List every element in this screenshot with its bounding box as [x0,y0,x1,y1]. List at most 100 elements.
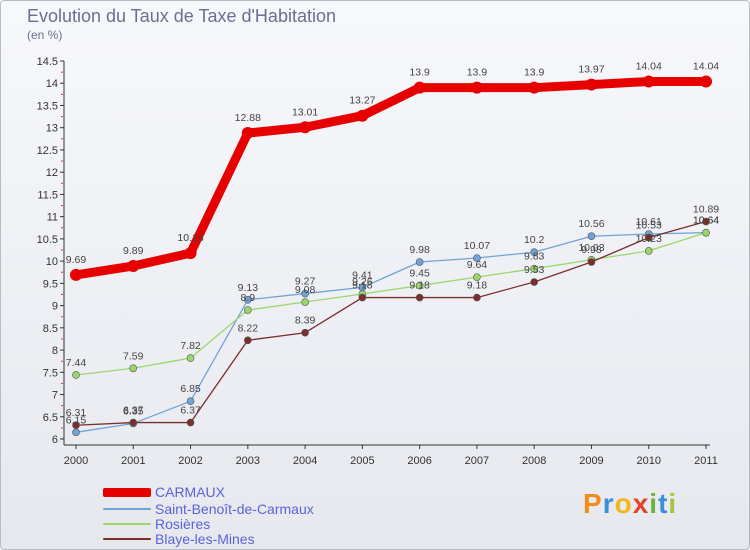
data-label: 10.03 [578,242,604,254]
data-label: 10.56 [578,218,604,230]
data-point [700,75,712,88]
chart-title: Evolution du Taux de Taxe d'Habitation [27,6,336,26]
y-tick-label: 10 [46,256,58,268]
y-tick-label: 14.5 [37,56,58,68]
legend-swatch-carmaux [103,487,151,497]
data-label: 9.26 [352,276,373,288]
data-label: 13.9 [524,67,545,79]
x-tick-label: 2000 [64,455,88,467]
data-label: 8.9 [241,292,256,304]
data-point [70,268,82,281]
logo-letter: i [668,488,678,519]
x-tick-label: 2006 [407,455,431,467]
data-point [72,428,80,437]
data-label: 7.82 [180,340,201,352]
data-point [186,397,195,406]
data-point [587,232,596,241]
y-tick-label: 11 [47,212,58,224]
data-label: 9.98 [409,244,430,256]
y-tick-label: 8.5 [43,323,58,335]
data-label: 14.04 [636,60,662,72]
data-point [702,228,710,237]
data-point [528,81,541,94]
data-label: 9.13 [238,282,259,294]
data-point [644,247,653,255]
data-label: 10.07 [464,240,490,252]
y-tick-label: 12 [46,167,58,179]
y-tick-label: 7.5 [43,367,58,379]
data-point [241,127,254,140]
data-point [186,418,195,427]
data-label: 10.18 [177,232,203,244]
data-label: 10.53 [636,220,662,232]
x-tick-label: 2001 [121,455,145,467]
logo-letter: i [649,488,659,519]
data-label: 9.18 [352,280,373,292]
logo-letter: r [602,488,615,519]
data-point [72,421,80,430]
y-tick-label: 13.5 [37,100,58,112]
data-label: 6.35 [123,405,144,417]
data-point [72,371,80,379]
data-label: 9.53 [524,264,545,276]
y-tick-label: 10.5 [37,234,58,246]
data-point [301,328,309,337]
data-point [301,289,309,298]
data-point [356,109,369,122]
data-label: 9.89 [123,245,144,257]
data-label: 6.15 [66,414,87,426]
data-label: 9.45 [409,268,430,280]
logo-letter: x [632,488,650,519]
data-point [127,260,140,273]
y-tick-label: 11.5 [37,189,58,201]
y-tick-label: 6 [52,434,58,446]
data-point [642,75,655,88]
data-point [644,233,653,242]
x-tick-label: 2008 [522,455,546,467]
data-point [413,81,426,94]
data-point [585,78,598,91]
y-tick-label: 9.5 [43,278,58,290]
y-tick-label: 13 [46,123,58,135]
data-point [299,121,312,134]
data-label: 12.88 [235,112,261,124]
data-label: 9.27 [295,276,316,288]
data-label: 10.61 [636,216,662,228]
data-point [184,247,197,260]
x-tick-label: 2007 [465,455,489,467]
y-tick-label: 7 [52,390,58,402]
y-tick-label: 14 [46,78,58,90]
logo-letter: o [614,488,633,519]
data-label: 9.64 [467,259,488,271]
y-tick-label: 12.5 [37,145,58,157]
logo-letter: t [658,488,669,519]
data-label: 9.41 [352,269,373,281]
y-tick-label: 6.5 [43,412,58,424]
legend-item-carmaux: CARMAUX [103,484,225,500]
x-tick-label: 2003 [236,455,260,467]
logo-letter: P [583,488,603,519]
data-label: 7.44 [66,357,87,369]
legend-swatch-blaye [103,538,151,540]
data-point [244,306,252,314]
data-label: 13.9 [467,67,488,79]
data-point [186,354,195,362]
data-point [244,336,252,345]
data-point [415,293,424,302]
x-tick-label: 2010 [636,455,660,467]
data-point [470,81,483,94]
series-line [75,220,707,426]
data-point [473,273,481,281]
legend-item-saint-benoit: Saint-Benoît-de-Carmaux [103,501,314,517]
data-label: 10.89 [693,204,719,216]
data-label: 6.37 [123,405,144,417]
y-tick-label: 8 [52,345,58,357]
data-label: 9.98 [581,244,602,256]
data-label: 9.83 [524,251,545,263]
data-point [129,418,138,427]
data-point [587,258,596,266]
data-label: 10.23 [636,233,662,245]
data-point [530,278,538,286]
series-line [71,76,711,280]
data-point [473,254,481,262]
